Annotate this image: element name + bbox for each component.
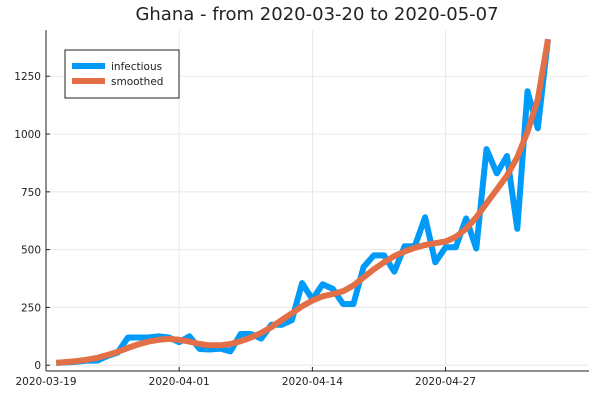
x-tick-label: 2020-04-27 bbox=[415, 376, 476, 388]
y-tick-label: 250 bbox=[21, 302, 41, 314]
x-tick-label: 2020-04-01 bbox=[149, 376, 210, 388]
legend-label-smoothed: smoothed bbox=[111, 76, 163, 88]
legend: infectious smoothed bbox=[64, 49, 180, 99]
axes: 0 250 500 750 1000 1250 2020-03-19 2020-04-01 20… bbox=[14, 30, 589, 388]
y-tick-label: 1000 bbox=[14, 129, 41, 141]
y-tick-label: 500 bbox=[21, 245, 41, 257]
series-line-infectious bbox=[56, 38, 551, 366]
x-tick-label: 2020-04-14 bbox=[282, 376, 343, 388]
y-tick-label: 0 bbox=[34, 360, 41, 372]
series-line-smoothed bbox=[55, 38, 551, 366]
series bbox=[55, 38, 551, 366]
chart-title: Ghana - from 2020-03-20 to 2020-05-07 bbox=[135, 4, 498, 25]
x-tick-label: 2020-03-19 bbox=[15, 376, 76, 388]
y-tick-label: 1250 bbox=[14, 71, 41, 83]
legend-label-infectious: infectious bbox=[111, 61, 162, 73]
legend-box bbox=[64, 49, 180, 99]
y-tick-label: 750 bbox=[21, 187, 41, 199]
